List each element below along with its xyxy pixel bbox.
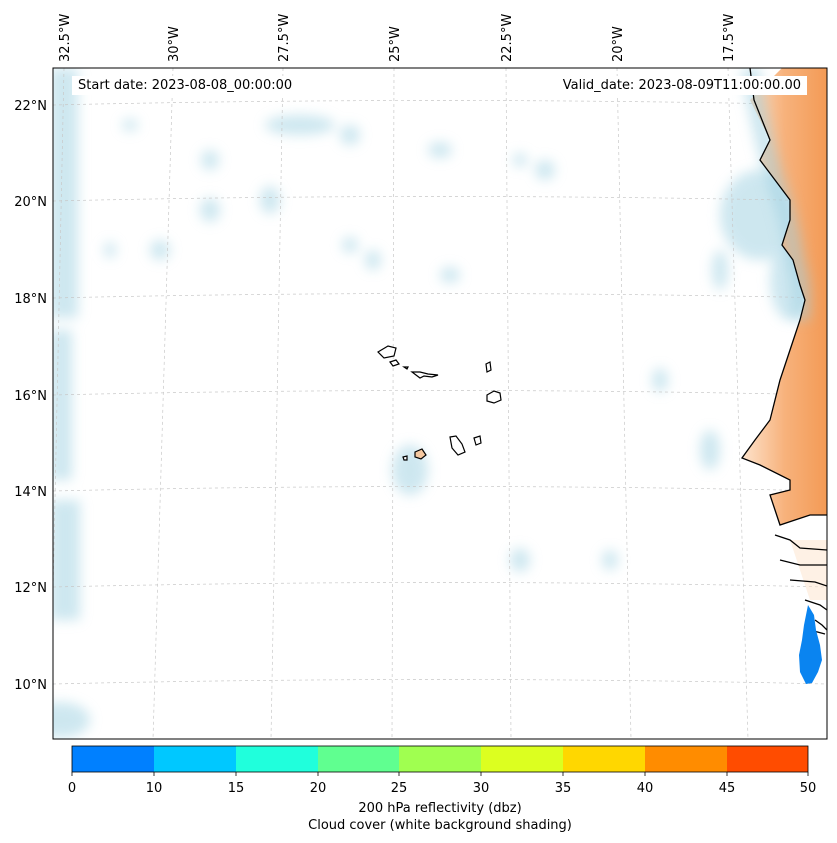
colorbar-tick-label: 0 <box>68 781 76 796</box>
colorbar-tick-label: 45 <box>719 781 736 796</box>
island-sao-nicolau <box>410 371 439 379</box>
colorbar-segment <box>399 746 481 772</box>
colorbar-tick-label: 15 <box>228 781 245 796</box>
colorbar-tick-label: 40 <box>637 781 654 796</box>
lon-label: 17.5°W <box>722 14 737 62</box>
colorbar-tick-label: 35 <box>555 781 572 796</box>
cape-verde-islands <box>377 345 502 461</box>
colorbar-segment <box>318 746 399 772</box>
colorbar: 0 10 15 20 25 30 35 40 45 50 <box>68 745 817 796</box>
reflectivity-blob <box>799 605 822 684</box>
coastlines <box>740 68 827 635</box>
valid-date-label: Valid_date: 2023-08-09T11:00:00.00 <box>556 76 807 95</box>
lon-label: 20°W <box>611 26 626 62</box>
lat-label: 14°N <box>14 485 47 500</box>
lat-label: 22°N <box>14 99 47 114</box>
colorbar-label: 200 hPa reflectivity (dbz) <box>358 801 522 816</box>
colorbar-segment <box>236 746 318 772</box>
colorbar-segment <box>481 746 563 772</box>
africa-land <box>741 68 827 600</box>
lon-label: 22.5°W <box>500 14 515 62</box>
lon-label: 32.5°W <box>58 14 73 62</box>
cloud-cover-shading <box>53 68 810 738</box>
colorbar-segment <box>72 746 154 772</box>
lon-label: 27.5°W <box>277 14 292 62</box>
colorbar-tick-label: 25 <box>391 781 408 796</box>
lat-label: 20°N <box>14 195 47 210</box>
island-santa-luzia <box>402 366 409 370</box>
colorbar-tick-label: 50 <box>800 781 817 796</box>
lat-label: 18°N <box>14 292 47 307</box>
lon-label: 30°W <box>167 26 182 62</box>
island-santiago <box>449 435 466 456</box>
colorbar-tick-label: 30 <box>473 781 490 796</box>
start-date-label: Start date: 2023-08-08_00:00:00 <box>72 76 299 95</box>
island-sao-vicente <box>389 359 400 367</box>
longitude-labels: 32.5°W 30°W 27.5°W 25°W 22.5°W 20°W 17.5… <box>58 14 737 62</box>
colorbar-segment <box>154 746 236 772</box>
colorbar-segment <box>645 746 727 772</box>
graticule <box>53 68 827 739</box>
colorbar-segment <box>563 746 645 772</box>
map-border <box>52 67 828 740</box>
island-maio <box>473 435 482 446</box>
colorbar-sublabel: Cloud cover (white background shading) <box>308 818 572 833</box>
lat-label: 16°N <box>14 389 47 404</box>
colorbar-tick-label: 10 <box>146 781 163 796</box>
map-plot-area <box>53 68 827 739</box>
island-brava <box>402 455 408 461</box>
lon-label: 25°W <box>388 26 403 62</box>
island-santo-antao <box>377 345 397 359</box>
lat-label: 12°N <box>14 581 47 596</box>
latitude-labels: 22°N 20°N 18°N 16°N 14°N 12°N 10°N <box>14 99 47 693</box>
lat-label: 10°N <box>14 678 47 693</box>
colorbar-tick-label: 20 <box>310 781 327 796</box>
africa-coastline <box>740 68 827 526</box>
island-sal <box>485 361 492 373</box>
island-boa-vista <box>486 390 502 404</box>
colorbar-segment <box>727 746 808 772</box>
island-fogo <box>414 448 427 460</box>
